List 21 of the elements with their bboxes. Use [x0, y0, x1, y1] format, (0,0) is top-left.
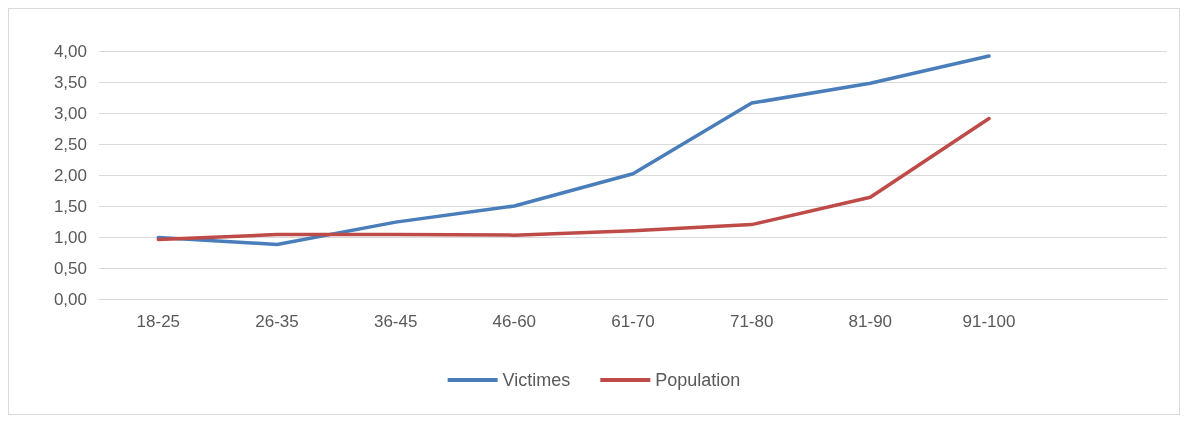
y-tick-label: 1,50	[53, 196, 87, 216]
x-tick-label: 46-60	[492, 312, 537, 331]
legend-label: Population	[655, 370, 741, 390]
x-tick-label: 18-25	[136, 312, 181, 331]
y-tick-label: 2,50	[53, 134, 87, 154]
x-tick-label: 71-80	[729, 312, 774, 331]
legend-label: Victimes	[502, 370, 571, 390]
y-tick-label: 3,50	[53, 72, 87, 92]
x-tick-label: 91-100	[962, 312, 1016, 331]
y-tick-label: 4,00	[53, 41, 87, 61]
y-tick-label: 3,00	[53, 103, 87, 123]
x-tick-label: 81-90	[848, 312, 893, 331]
y-tick-label: 0,50	[53, 258, 87, 278]
x-tick-label: 26-35	[255, 312, 299, 331]
y-tick-label: 2,00	[53, 165, 87, 185]
line-series	[156, 54, 991, 247]
x-tick-label: 61-70	[611, 312, 655, 331]
x-tick-label: 36-45	[373, 312, 418, 331]
y-tick-label: 1,00	[53, 227, 87, 247]
y-tick-label: 0,00	[53, 289, 87, 309]
line-series	[156, 116, 991, 242]
